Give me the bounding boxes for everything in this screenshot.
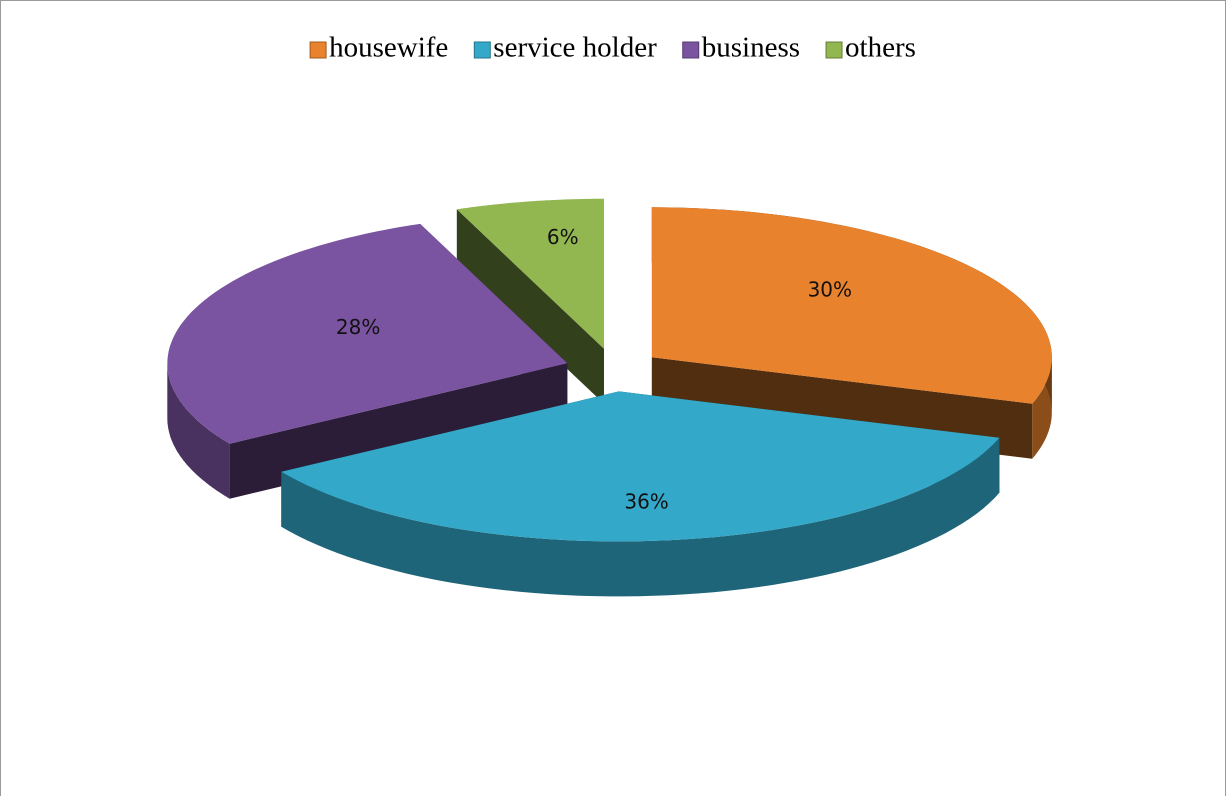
data-label: 36% [624, 490, 668, 514]
legend-item: business [682, 32, 800, 64]
slice-outer-wall [167, 363, 230, 499]
data-label: 30% [808, 278, 852, 302]
slice-outer-wall [281, 437, 1000, 597]
legend-label: business [702, 32, 800, 64]
legend-swatch [309, 41, 327, 59]
legend-swatch [825, 41, 843, 59]
slice-top [281, 391, 1000, 542]
pie-slice: 6% [456, 198, 604, 404]
slice-top [456, 198, 604, 349]
slice-top [167, 223, 568, 444]
legend-label: others [845, 32, 916, 64]
data-label: 6% [547, 225, 579, 249]
legend-label: service holder [493, 32, 657, 64]
slice-side-wall [456, 209, 604, 404]
pie-slice: 36% [281, 391, 1000, 597]
legend-item: housewife [309, 32, 448, 64]
data-label: 28% [336, 315, 380, 339]
legend-swatch [473, 41, 491, 59]
legend-swatch [682, 41, 700, 59]
slice-top [651, 207, 1052, 404]
legend-item: others [825, 32, 916, 64]
legend-item: service holder [473, 32, 657, 64]
legend-label: housewife [329, 32, 448, 64]
